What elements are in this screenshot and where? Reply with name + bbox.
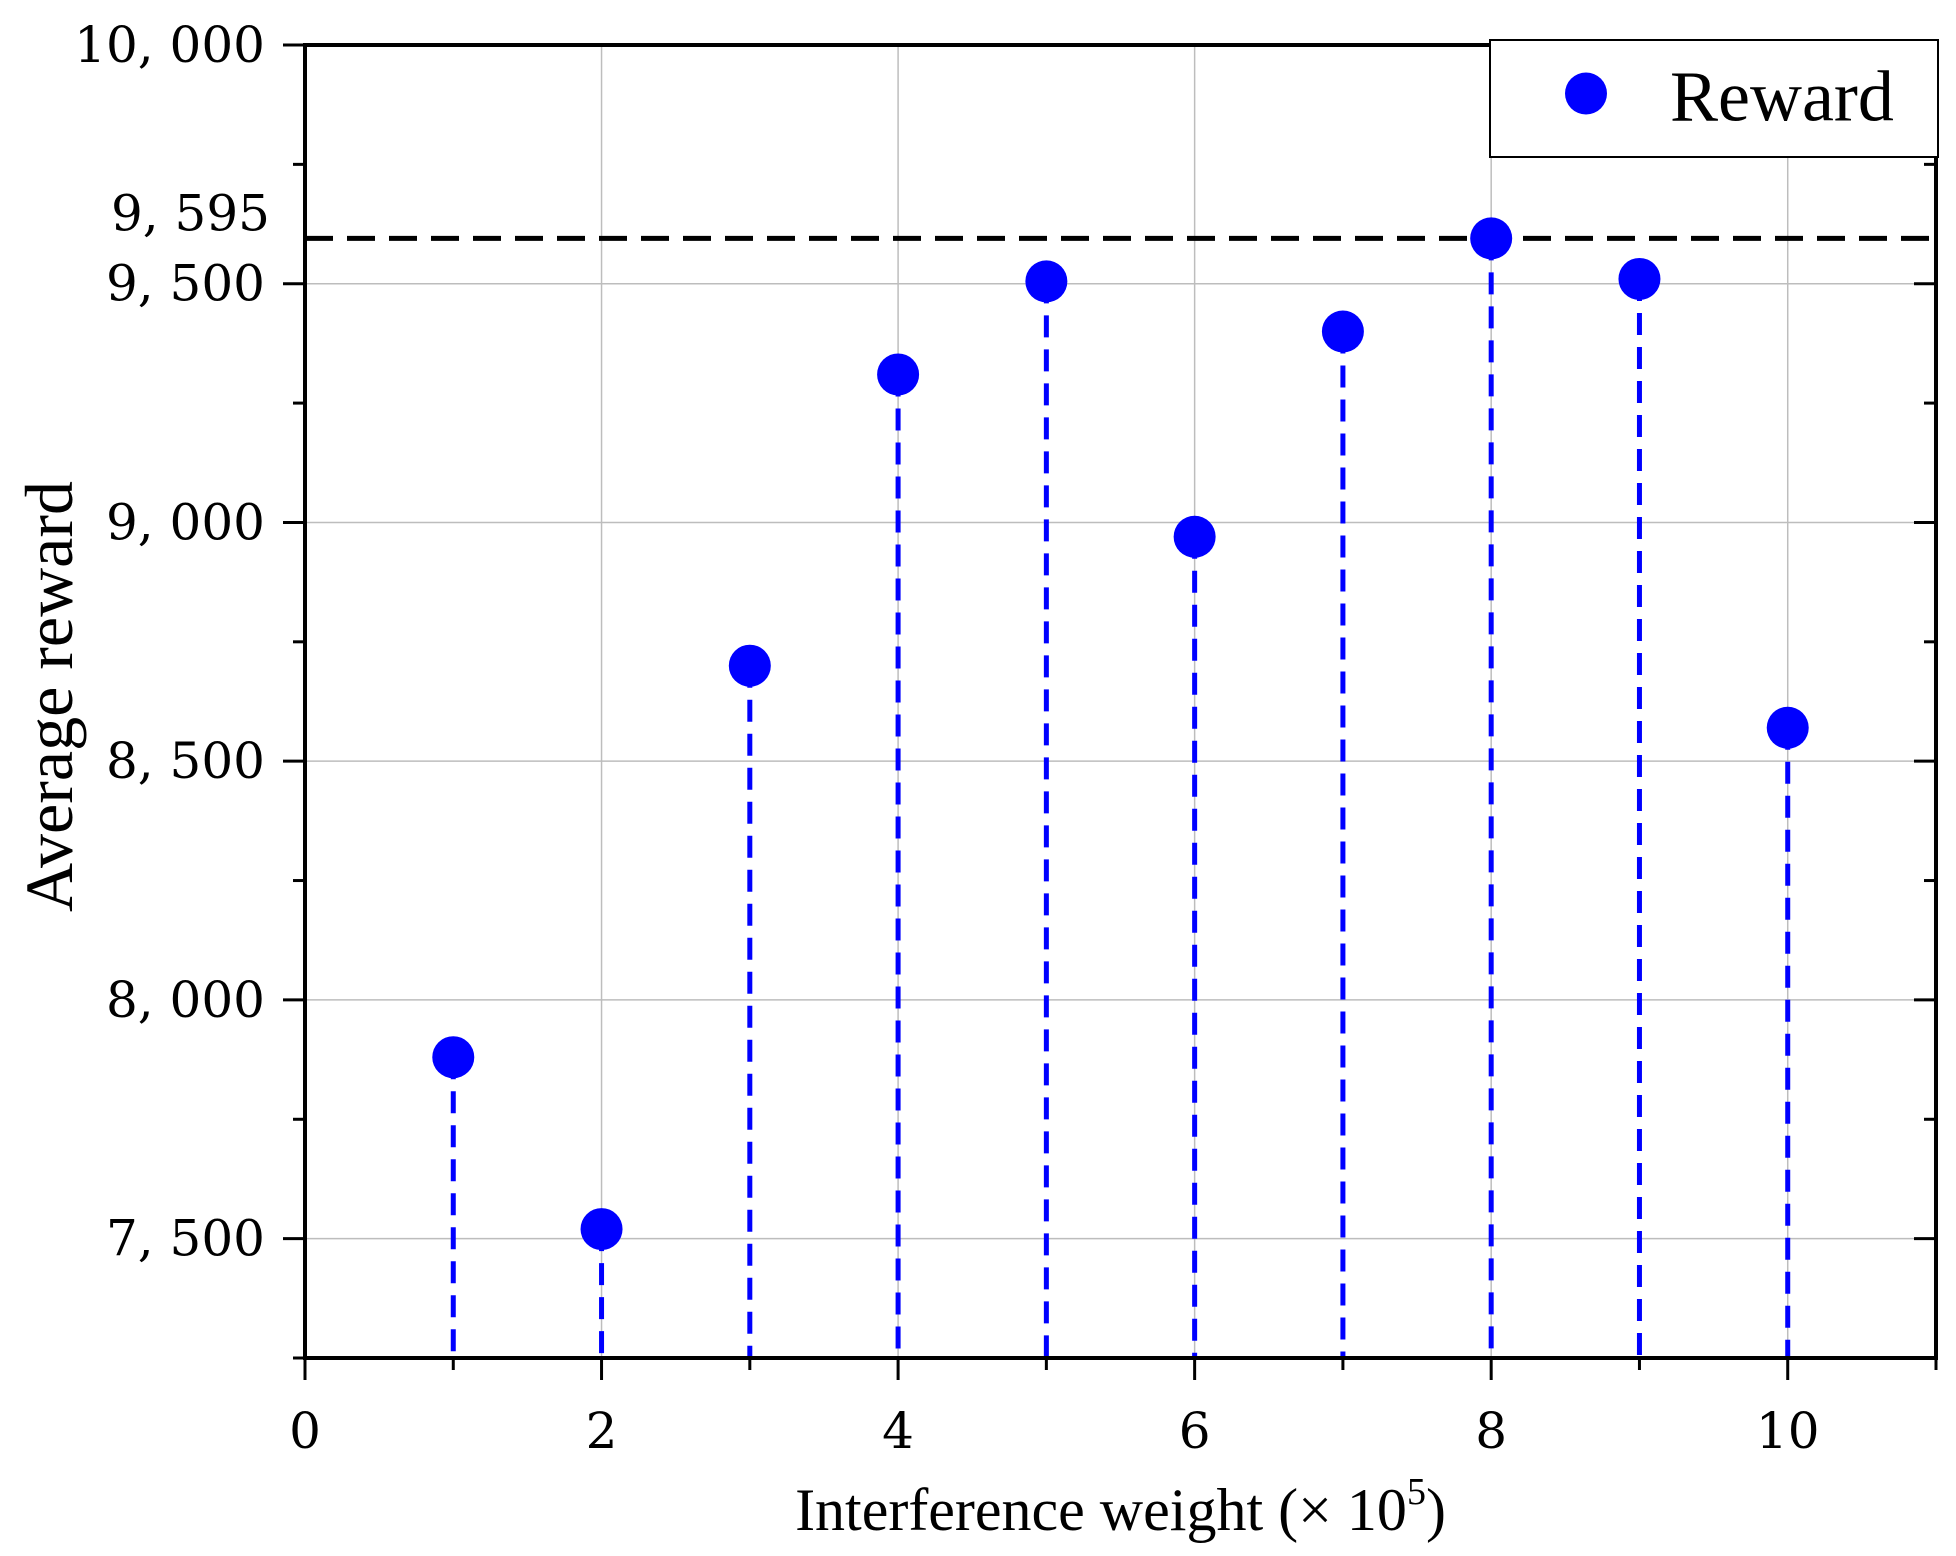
legend: Reward: [1489, 39, 1939, 158]
y-tick-label: 8, 000: [106, 971, 265, 1029]
x-tick-label: 10: [1756, 1402, 1820, 1460]
x-tick-label: 4: [882, 1402, 914, 1460]
data-point: [1618, 257, 1661, 300]
x-tick-label: 8: [1475, 1402, 1507, 1460]
stems: [450, 238, 1791, 1358]
data-point: [1470, 217, 1513, 260]
data-point: [1173, 515, 1216, 558]
x-tick-label: 6: [1179, 1402, 1211, 1460]
x-tick-label: 2: [586, 1402, 618, 1460]
x-axis-title-text: Interference weight (× 10: [795, 1477, 1407, 1543]
y-tick-label: 10, 000: [74, 16, 265, 74]
plot-frame: [303, 43, 1938, 1360]
y-tick-label: 8, 500: [106, 732, 265, 790]
axes: [283, 43, 1938, 1380]
data-point: [728, 644, 771, 687]
data-point: [580, 1208, 623, 1251]
x-tick-label: 0: [289, 1402, 321, 1460]
data-point: [877, 353, 920, 396]
grid: [305, 45, 1936, 1358]
reference-line-label: 9, 595: [111, 184, 270, 242]
x-axis-title-exponent: 5: [1407, 1471, 1426, 1513]
data-point: [1025, 260, 1068, 303]
legend-label: Reward: [1670, 57, 1894, 137]
y-tick-label: 7, 500: [106, 1210, 265, 1268]
data-point: [1321, 310, 1364, 353]
labels: 9, 595 0 2 4 6 8 10 7, 500 8, 000 8, 500 9, 000 9, …: [11, 16, 1820, 1543]
y-tick-label: 9, 500: [106, 255, 265, 313]
data-points: [432, 217, 1809, 1251]
y-axis-title: Average reward: [11, 481, 87, 912]
x-axis-title-close: ): [1426, 1477, 1446, 1543]
y-tick-label: 9, 000: [106, 493, 265, 551]
data-point: [432, 1036, 475, 1079]
legend-box: [1489, 39, 1939, 158]
data-point: [1766, 706, 1809, 749]
x-axis-title: Interference weight (× 105): [795, 1471, 1446, 1543]
legend-marker: [1565, 72, 1607, 115]
